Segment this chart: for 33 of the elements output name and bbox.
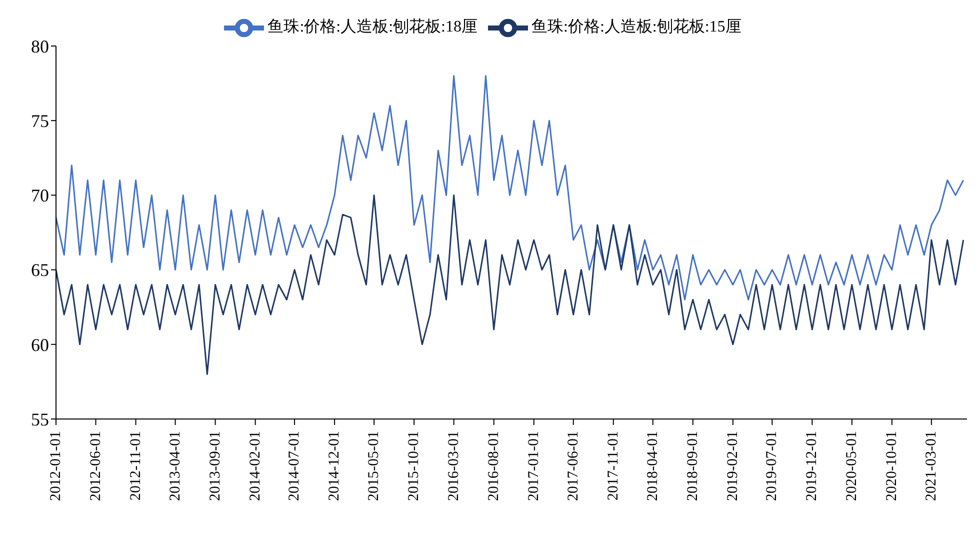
- x-tick-label: 2018-09-01: [684, 431, 701, 501]
- line-series: [56, 75, 964, 300]
- y-tick-label: 70: [31, 186, 49, 206]
- x-tick-label: 2017-06-01: [565, 431, 582, 501]
- x-tick-label: 2016-08-01: [486, 431, 502, 501]
- x-tick-label: 2015-10-01: [406, 431, 422, 501]
- x-tick-label: 2013-04-01: [167, 431, 184, 501]
- x-tick-label: 2017-11-01: [605, 431, 622, 500]
- x-tick-label: 2012-06-01: [88, 431, 104, 501]
- x-tick-label: 2018-04-01: [644, 431, 661, 501]
- x-tick-label: 2016-03-01: [446, 431, 462, 501]
- y-tick-label: 60: [31, 334, 49, 355]
- x-tick-label: 2019-02-01: [724, 431, 741, 501]
- x-tick-label: 2019-07-01: [764, 431, 780, 501]
- x-tick-label: 2017-01-01: [526, 431, 542, 501]
- y-tick-label: 65: [31, 260, 49, 280]
- x-tick-label: 2012-11-01: [128, 431, 144, 500]
- x-tick-label: 2013-09-01: [207, 431, 224, 501]
- legend-label: 鱼珠:价格:人造板:刨花板:15厘: [532, 18, 742, 36]
- x-tick-label: 2020-10-01: [884, 431, 900, 501]
- y-tick-label: 75: [31, 110, 49, 131]
- y-tick-label: 55: [31, 409, 49, 430]
- x-tick-label: 2014-07-01: [286, 431, 303, 501]
- legend-label: 鱼珠:价格:人造板:刨花板:18厘: [268, 18, 478, 36]
- x-tick-label: 2015-05-01: [366, 431, 382, 501]
- line-series: [56, 194, 964, 375]
- x-tick-label: 2012-01-01: [48, 431, 64, 501]
- x-tick-label: 2014-02-01: [247, 431, 264, 501]
- x-tick-label: 2019-12-01: [804, 431, 820, 501]
- x-tick-label: 2014-12-01: [326, 431, 343, 501]
- x-tick-label: 2021-03-01: [923, 431, 940, 501]
- x-tick-label: 2020-05-01: [844, 431, 860, 501]
- y-tick-label: 80: [31, 36, 49, 56]
